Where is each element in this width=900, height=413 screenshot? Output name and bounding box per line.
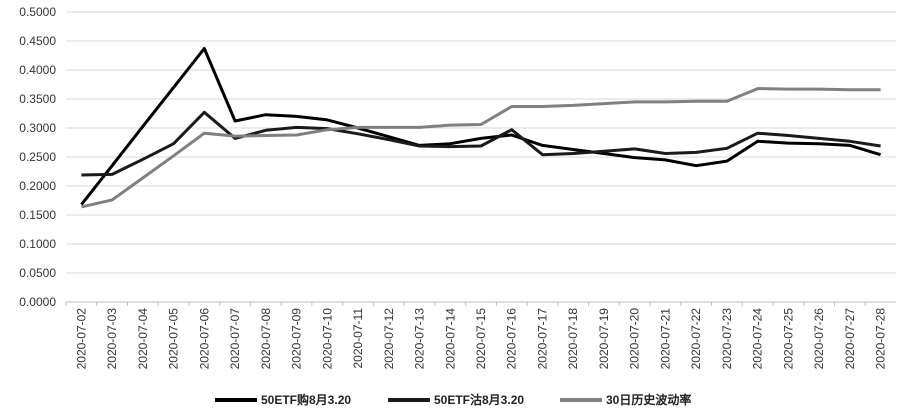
x-tick-label: 2020-07-21 [658,308,672,370]
x-tick-label: 2020-07-15 [474,308,488,370]
x-tick-label: 2020-07-09 [290,308,304,370]
x-tick-label: 2020-07-04 [136,308,150,370]
x-tick-label: 2020-07-16 [505,308,519,370]
x-tick-label: 2020-07-18 [566,308,580,370]
x-tick-label: 2020-07-19 [597,308,611,370]
x-tick-label: 2020-07-22 [689,308,703,370]
y-tick-label: 0.1000 [19,237,56,251]
x-tick-label: 2020-07-12 [382,308,396,370]
x-tick-label: 2020-07-14 [443,308,457,370]
y-tick-label: 0.2000 [19,179,56,193]
x-tick-label: 2020-07-05 [167,308,181,370]
x-tick-label: 2020-07-25 [781,308,795,370]
series-line-2 [81,110,881,177]
x-tick-label: 2020-07-06 [197,308,211,370]
y-tick-label: 0.4500 [19,34,56,48]
legend-label-1: 50ETF购8月3.20 [261,392,351,407]
y-tick-label: 0.2500 [19,150,56,164]
x-tick-label: 2020-07-17 [535,308,549,370]
x-tick-label: 2020-07-23 [720,308,734,370]
x-tick-label: 2020-07-11 [351,308,365,369]
series-line-1 [80,47,882,206]
x-tick-label: 2020-07-03 [105,308,119,370]
x-tick-label: 2020-07-07 [228,308,242,370]
legend-label-2: 50ETF沽8月3.20 [434,392,524,407]
x-tick-label: 2020-07-27 [843,308,857,370]
x-axis-tick-labels: 2020-07-02 2020-07-03 2020-07-04 2020-07-05… [65,302,888,370]
x-tick-label: 2020-07-02 [74,308,88,370]
x-tick-label: 2020-07-10 [320,308,334,370]
y-tick-label: 0.1500 [19,208,56,222]
x-tick-label: 2020-07-13 [413,308,427,370]
x-tick-label: 2020-07-08 [259,308,273,370]
y-tick-label: 0.0000 [19,295,56,309]
y-tick-label: 0.4000 [19,63,56,77]
y-axis-tick-labels: 0.0000 0.0500 0.1000 0.1500 0.2000 0.2500 0.30… [19,5,56,309]
legend-label-3: 30日历史波动率 [606,392,691,407]
series-lines [80,47,882,209]
x-tick-label: 2020-07-26 [812,308,826,370]
y-tick-label: 0.3000 [19,121,56,135]
x-tick-label: 2020-07-28 [874,308,888,370]
legend: 50ETF购8月3.20 50ETF沽8月3.20 30日历史波动率 [215,392,691,407]
x-tick-label: 2020-07-20 [628,308,642,370]
y-tick-label: 0.5000 [19,5,56,19]
x-tick-label: 2020-07-24 [751,308,765,370]
series-line-3 [81,87,881,209]
y-tick-label: 0.0500 [19,266,56,280]
y-tick-label: 0.3500 [19,92,56,106]
gridlines [66,11,896,274]
